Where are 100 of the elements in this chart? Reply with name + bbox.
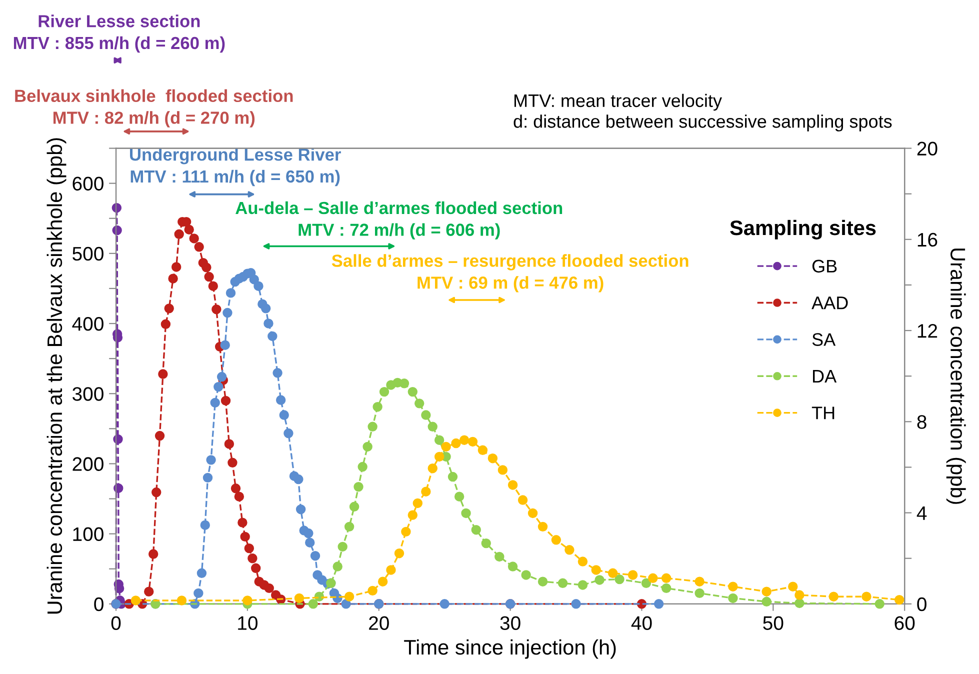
annotation: Au-dela – Salle d’armes flooded section MTV : 72 m/h (d = 606 m) <box>236 201 562 240</box>
point <box>481 538 491 548</box>
point <box>459 435 470 445</box>
point <box>608 568 618 578</box>
x-tick-label: 0 <box>111 616 121 630</box>
point <box>224 439 234 449</box>
point <box>578 556 588 566</box>
point <box>184 224 194 234</box>
y-tick-label: 500 <box>72 246 104 261</box>
y2-tick-label: 20 <box>917 142 938 156</box>
x-tick-label: 40 <box>631 616 652 630</box>
point <box>648 573 658 584</box>
point <box>268 331 278 342</box>
legend-label: GB <box>812 260 837 273</box>
point <box>284 428 294 438</box>
point <box>551 535 562 545</box>
point <box>349 502 360 512</box>
point <box>401 526 411 537</box>
point <box>441 442 451 452</box>
point <box>628 570 638 580</box>
point <box>305 538 315 548</box>
point <box>399 378 410 388</box>
point <box>694 576 704 586</box>
point <box>421 410 431 420</box>
x-tick-label: 30 <box>500 616 520 630</box>
point <box>212 304 222 314</box>
point <box>276 395 286 405</box>
point <box>728 593 738 604</box>
point <box>220 396 231 406</box>
y-tick-label: 600 <box>72 176 104 191</box>
point <box>591 565 601 575</box>
point <box>428 463 438 474</box>
point <box>148 549 158 559</box>
point <box>412 498 423 508</box>
point <box>538 522 548 532</box>
y-tick-label: 100 <box>73 527 104 542</box>
point <box>194 242 204 252</box>
y-tick-label: 0 <box>94 597 104 612</box>
point <box>344 522 354 532</box>
point <box>558 578 568 588</box>
point <box>294 593 304 604</box>
y-tick-label: 200 <box>72 457 104 471</box>
point <box>196 568 207 578</box>
point <box>338 542 348 552</box>
point <box>130 596 141 606</box>
text: Belvaux sinkhole flooded section MTV : 82 m/h (d = 270 m) <box>15 89 293 128</box>
point <box>538 576 548 586</box>
point <box>332 562 342 572</box>
legend-title: Sampling sites <box>730 220 876 240</box>
point <box>296 504 306 514</box>
point <box>578 580 588 590</box>
point <box>310 550 320 561</box>
point <box>428 422 438 432</box>
point <box>564 545 574 555</box>
x-tick-label: 50 <box>763 616 784 630</box>
point <box>158 369 168 379</box>
point <box>614 574 624 584</box>
point <box>304 528 314 538</box>
point <box>220 340 230 350</box>
point <box>498 465 508 475</box>
point <box>372 402 382 412</box>
point <box>874 599 884 609</box>
point <box>414 398 424 408</box>
y2-tick-label: 12 <box>918 324 938 338</box>
point <box>250 563 261 573</box>
point <box>230 484 241 494</box>
point <box>244 543 254 554</box>
point <box>461 508 471 518</box>
legend-label: TH <box>812 406 834 420</box>
point <box>354 482 364 492</box>
point <box>358 462 368 472</box>
annotation: Underground Lesse River MTV : 111 m/h (d = 650 m) <box>130 148 341 186</box>
point <box>234 492 244 502</box>
point <box>189 234 199 244</box>
point <box>448 472 458 482</box>
text: MTV: mean tracer velocity d: distance between successive sampling spots <box>514 94 892 132</box>
point <box>264 318 274 328</box>
point <box>194 588 204 598</box>
point <box>240 532 250 542</box>
point <box>518 495 528 505</box>
point <box>828 592 838 602</box>
point <box>762 586 772 596</box>
point <box>154 430 165 441</box>
point <box>488 453 498 464</box>
point <box>440 599 450 609</box>
point <box>264 583 274 594</box>
point <box>362 442 372 452</box>
y2-tick-label: 16 <box>918 232 938 247</box>
point <box>368 422 378 432</box>
point <box>216 372 227 382</box>
y-tick-label: 400 <box>72 316 104 331</box>
point <box>478 445 488 455</box>
point <box>206 455 216 465</box>
point <box>226 288 236 298</box>
point <box>794 590 804 600</box>
point <box>434 452 444 462</box>
point <box>341 599 351 609</box>
y-tick-label: 300 <box>72 387 104 401</box>
point <box>594 575 604 585</box>
point <box>308 599 318 609</box>
